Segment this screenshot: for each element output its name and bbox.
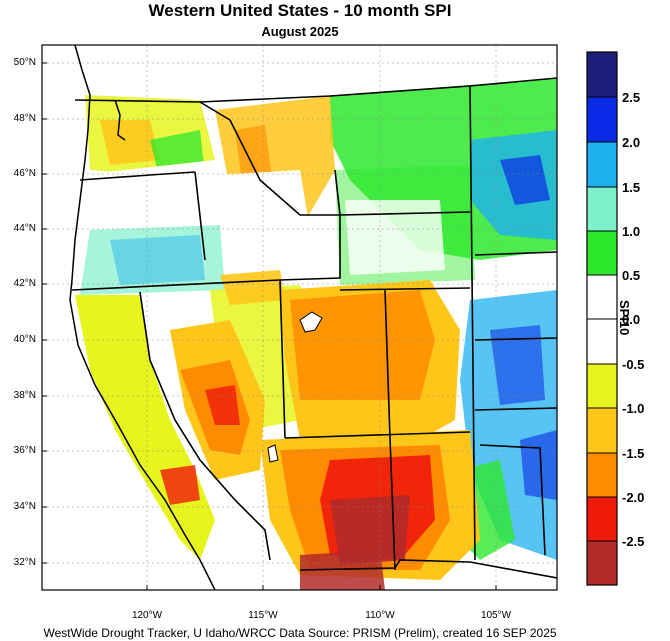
colorbar-bin-8 xyxy=(587,364,617,408)
extreme-dry-socal xyxy=(160,465,200,505)
colorbar-label-neg-2-0: -2.0 xyxy=(622,490,645,505)
colorbar-label-2-5: 2.5 xyxy=(622,90,641,105)
lat-label-34: 34°N xyxy=(13,501,36,512)
canada-region xyxy=(75,45,557,100)
exceptional-dry-core xyxy=(330,495,410,565)
colorbar-bin-10 xyxy=(587,453,617,497)
colorbar-label-2-0: 2.0 xyxy=(622,135,641,150)
lat-label-44: 44°N xyxy=(13,223,36,234)
axis-ticks xyxy=(42,62,497,590)
wyoming-neutral xyxy=(345,200,445,275)
colorbar-bin-7 xyxy=(587,319,617,364)
lat-label-48: 48°N xyxy=(13,113,36,124)
lat-label-36: 36°N xyxy=(13,445,36,456)
puget-sound xyxy=(114,99,126,141)
colorbar-bin-2 xyxy=(587,97,617,142)
colorbar-label-neg-1-5: -1.5 xyxy=(622,446,645,461)
colorbar-label-0-0: 0.0 xyxy=(622,312,641,327)
lake-mead xyxy=(267,444,279,463)
colorbar-label-neg-1-0: -1.0 xyxy=(622,401,645,416)
colorbar-bin-5 xyxy=(587,231,617,275)
dry-northern-nevada xyxy=(220,270,285,305)
colorbar-bin-6 xyxy=(587,275,617,319)
map-frame xyxy=(41,44,558,591)
lon-label-105w: 105°W xyxy=(480,610,512,621)
colorbar-label-neg-0-5: -0.5 xyxy=(622,357,645,372)
colorbar-bin-4 xyxy=(587,187,617,231)
lon-label-120w: 120°W xyxy=(131,610,163,621)
pacific-coastline xyxy=(69,45,216,590)
state-boundaries xyxy=(71,77,557,579)
colorbar-bin-3 xyxy=(587,142,617,187)
colorbar-label-1-0: 1.0 xyxy=(622,224,641,239)
very-wet-kansas xyxy=(490,325,545,405)
drier-utah-colorado xyxy=(290,290,435,400)
graticule xyxy=(42,45,557,590)
very-wet-patch-north xyxy=(500,155,550,205)
exceptional-dry-border xyxy=(300,550,385,590)
colorbar-label-neg-2-5: -2.5 xyxy=(622,534,645,549)
colorbar-bin-1 xyxy=(587,52,617,97)
great-salt-lake xyxy=(299,311,323,333)
lon-label-110w: 110°W xyxy=(365,610,395,621)
colorbar-title: SPI10 xyxy=(617,300,632,336)
lat-label-38: 38°N xyxy=(13,390,36,401)
colorbar-bin-12 xyxy=(587,541,617,585)
colorbar-label-1-5: 1.5 xyxy=(622,180,641,195)
lat-label-32: 32°N xyxy=(13,557,36,568)
dry-washington-core xyxy=(100,120,160,165)
southern-idaho xyxy=(215,170,310,235)
spi-map-area xyxy=(42,45,557,590)
lat-label-40: 40°N xyxy=(13,334,36,345)
colorbar-bin-11 xyxy=(587,497,617,541)
map-footer: WestWide Drought Tracker, U Idaho/WRCC D… xyxy=(43,626,557,640)
wet-southern-oregon xyxy=(80,225,225,295)
lat-label-46: 46°N xyxy=(13,168,36,179)
colorbar-label-0-5: 0.5 xyxy=(622,268,641,283)
map-subtitle: August 2025 xyxy=(261,24,339,39)
extreme-dry-sierra xyxy=(205,385,240,425)
colorbar-bin-9 xyxy=(587,408,617,453)
very-wet-oklahoma xyxy=(520,430,557,500)
lat-label-42: 42°N xyxy=(13,278,36,289)
colorbar xyxy=(586,51,618,586)
pacific-ocean xyxy=(42,45,215,590)
lon-label-115w: 115°W xyxy=(248,610,278,621)
lat-label-50: 50°N xyxy=(13,57,36,68)
wetter-southern-oregon xyxy=(110,235,205,285)
map-title: Western United States - 10 month SPI xyxy=(148,1,452,20)
